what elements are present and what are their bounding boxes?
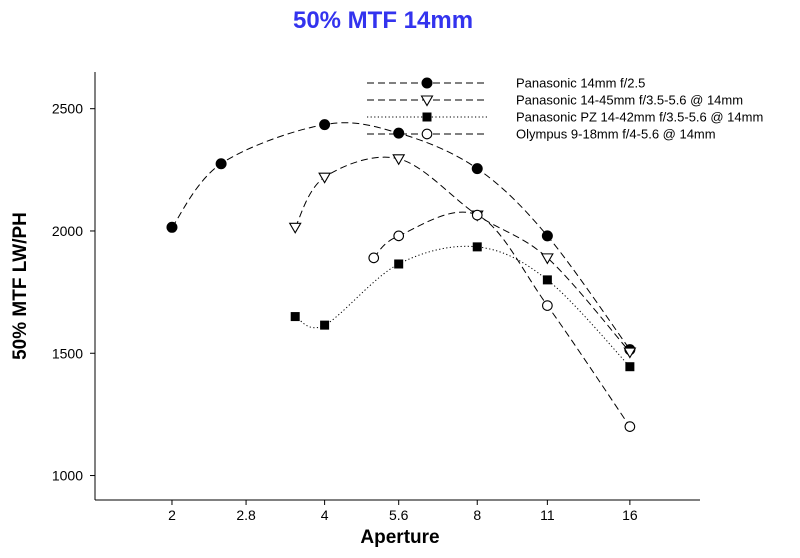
legend-label: Panasonic 14-45mm f/3.5-5.6 @ 14mm: [516, 93, 743, 108]
data-point: [623, 347, 637, 359]
series: [290, 242, 635, 372]
legend: Panasonic 14mm f/2.5 Panasonic 14-45mm f/…: [367, 76, 763, 142]
data-point: [166, 221, 178, 233]
legend-label: Panasonic 14mm f/2.5: [516, 76, 645, 91]
data-point: [471, 209, 483, 221]
data-point: [542, 300, 553, 311]
legend-item: Panasonic PZ 14-42mm f/3.5-5.6 @ 14mm: [367, 110, 763, 125]
data-point: [472, 242, 482, 252]
data-point: [393, 127, 405, 139]
plot-frame: [94, 72, 700, 501]
legend-label: Panasonic PZ 14-42mm f/3.5-5.6 @ 14mm: [516, 110, 763, 125]
data-point: [625, 362, 635, 372]
data-point: [290, 312, 300, 322]
data-point: [471, 163, 483, 175]
legend-label: Olympus 9-18mm f/4-5.6 @ 14mm: [516, 127, 716, 142]
y-tick-label: 2000: [52, 223, 83, 239]
legend-marker: [420, 95, 434, 107]
legend-marker: [421, 77, 433, 89]
y-tick-label: 1000: [52, 468, 83, 484]
y-tick-label: 1500: [52, 345, 83, 361]
x-tick-label: 2: [168, 507, 176, 523]
legend-item: Panasonic 14-45mm f/3.5-5.6 @ 14mm: [367, 93, 743, 108]
x-tick-label: 16: [622, 507, 638, 523]
data-point: [393, 230, 405, 242]
legend-marker: [421, 128, 433, 140]
x-axis-title: Aperture: [360, 527, 439, 548]
x-tick-label: 11: [540, 507, 555, 523]
data-point: [542, 275, 552, 285]
series: [166, 119, 636, 356]
series-line: [373, 211, 631, 427]
x-tick-label: 5.6: [389, 507, 409, 523]
series: [288, 154, 637, 359]
series: [368, 209, 636, 432]
data-point: [288, 222, 302, 234]
data-point: [624, 421, 636, 432]
legend-item: Panasonic 14mm f/2.5: [367, 76, 645, 91]
legend-marker: [422, 112, 432, 122]
data-point: [541, 230, 553, 242]
data-point: [394, 259, 404, 269]
y-tick-label: 2500: [52, 101, 83, 117]
data-point: [319, 119, 331, 131]
data-point: [540, 253, 554, 265]
chart-title: 50% MTF 14mm: [293, 7, 473, 34]
data-point: [318, 172, 332, 184]
y-axis-title: 50% MTF LW/PH: [10, 212, 31, 360]
data-point: [215, 158, 227, 170]
series-line: [294, 245, 631, 368]
series-line: [294, 156, 631, 353]
legend-item: Olympus 9-18mm f/4-5.6 @ 14mm: [367, 127, 716, 142]
series-layer: [166, 119, 637, 432]
x-tick-label: 2.8: [236, 507, 256, 523]
data-point: [320, 320, 330, 330]
axis-ticks: 2 2.8 4 5.6 8 11 16 1000 1500 2000 2500: [52, 101, 638, 523]
x-tick-label: 4: [321, 507, 329, 523]
x-tick-label: 8: [473, 507, 481, 523]
data-point: [368, 252, 380, 264]
data-point: [392, 154, 406, 166]
